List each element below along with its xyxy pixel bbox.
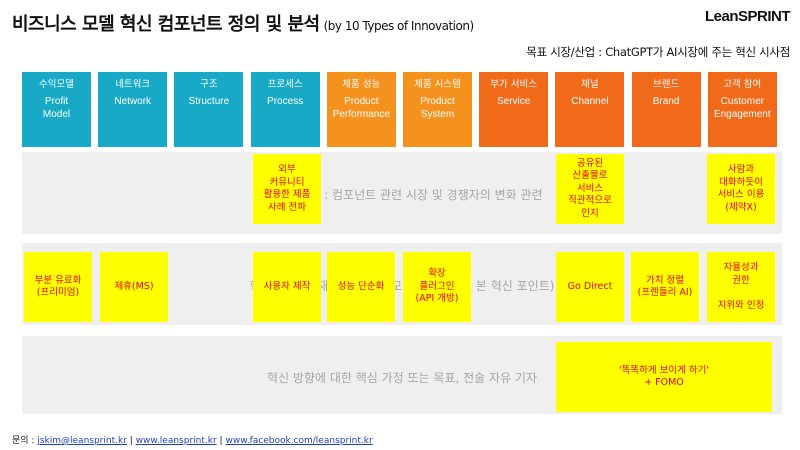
category-english-label: Product System <box>420 96 455 120</box>
sticky-note-performance-direction: 성능 단순화 <box>327 252 395 322</box>
sticky-note-system-direction: 확장 플러그인 (API 개방) <box>403 252 471 322</box>
sticky-note-brand-direction: 가치 정렬 (프렌들리 AI) <box>631 252 699 322</box>
footer-contact: 문의 : jskim@leansprint.kr | www.leansprin… <box>12 433 373 446</box>
trend-row <box>22 152 782 234</box>
sticky-note-profit-direction: 부분 유료화 (프리미엄) <box>24 252 92 322</box>
category-tile: 프로세스 Process <box>250 72 320 147</box>
sticky-note-process-direction: 사용자 제작 <box>253 252 321 322</box>
category-english-label: Product Performance <box>332 96 390 120</box>
footer-separator: | <box>219 436 223 446</box>
trend-row-label: 트렌드 포착 : 컴포넌트 관련 시장 및 경쟁자의 변화 관련 <box>261 188 543 202</box>
category-korean-label: 수익모델 <box>39 79 74 90</box>
category-tile: 네트워크 Network <box>98 72 168 147</box>
sticky-note-process-trend: 외부 커뮤니티 활용한 제품 사례 전파 <box>253 154 321 224</box>
category-tile: 수익모델 Profit Model <box>22 72 91 147</box>
category-tile: 고객 참여 Customer Engagement <box>707 72 777 147</box>
sticky-note-channel-direction: Go Direct <box>556 252 624 322</box>
category-english-label: Structure <box>188 96 230 107</box>
category-english-label: Customer Engagement <box>713 96 771 120</box>
category-tile: 브랜드 Brand <box>631 72 701 147</box>
category-english-label: Service <box>497 96 531 107</box>
facebook-link[interactable]: www.facebook.com/leansprint.kr <box>225 436 373 446</box>
direction-row-label: 혁신 방향 (현재의 비즈니스 모델을 기준으로 본 혁신 포인트) <box>249 279 555 293</box>
category-english-label: Process <box>267 96 304 107</box>
category-korean-label: 채널 <box>581 79 599 90</box>
title-subtitle: (by 10 Types of Innovation) <box>323 19 475 33</box>
category-korean-label: 부가 서비스 <box>490 79 538 90</box>
category-korean-label: 구조 <box>200 79 218 90</box>
hypothesis-row-label: 혁신 방향에 대한 핵심 가정 또는 목표, 전술 자유 기자 <box>267 371 537 385</box>
page-title: 비즈니스 모델 혁신 컴포넌트 정의 및 분석 (by 10 Types of I… <box>12 10 474 36</box>
category-korean-label: 고객 참여 <box>723 79 762 90</box>
category-tile: 구조 Structure <box>174 72 244 147</box>
footer-separator: | <box>129 436 133 446</box>
sticky-note-network-direction: 제휴(MS) <box>100 252 168 322</box>
sticky-note-engagement-trend: 사람과 대화하듯이 서비스 이용 (제약X) <box>707 154 775 224</box>
category-english-label: Profit Model <box>42 96 71 120</box>
category-english-label: Network <box>114 96 152 107</box>
category-english-label: Brand <box>652 96 680 107</box>
category-korean-label: 제품 성능 <box>342 79 381 90</box>
category-tile: 부가 서비스 Service <box>479 72 549 147</box>
brand-logo: LeanSPRINT <box>704 8 791 25</box>
category-tile: 제품 성능 Product Performance <box>326 72 396 147</box>
footer-label: 문의 : <box>12 436 35 446</box>
category-korean-label: 제품 시스템 <box>414 79 461 90</box>
email-link[interactable]: jskim@leansprint.kr <box>37 436 127 446</box>
category-korean-label: 프로세스 <box>267 79 303 90</box>
target-market: 목표 시장/산업 : ChatGPT가 AI시장에 주는 혁신 시사점 <box>526 45 790 59</box>
category-korean-label: 네트워크 <box>115 79 151 90</box>
sticky-note-channel-trend: 공유된 산출물로 서비스 직관적으로 인지 <box>556 154 624 224</box>
title-text: 비즈니스 모델 혁신 컴포넌트 정의 및 분석 <box>12 14 320 35</box>
category-tile: 채널 Channel <box>555 72 625 147</box>
sticky-note-hypothesis: '똑똑하게 보이게 하기' + FOMO <box>556 342 772 412</box>
category-korean-label: 브랜드 <box>652 79 680 90</box>
category-english-label: Channel <box>571 96 609 107</box>
category-tile: 제품 시스템 Product System <box>403 72 472 147</box>
website-link[interactable]: www.leansprint.kr <box>135 436 217 446</box>
sticky-note-engagement-direction: 자율성과 권한 지위와 인정 <box>707 252 775 322</box>
